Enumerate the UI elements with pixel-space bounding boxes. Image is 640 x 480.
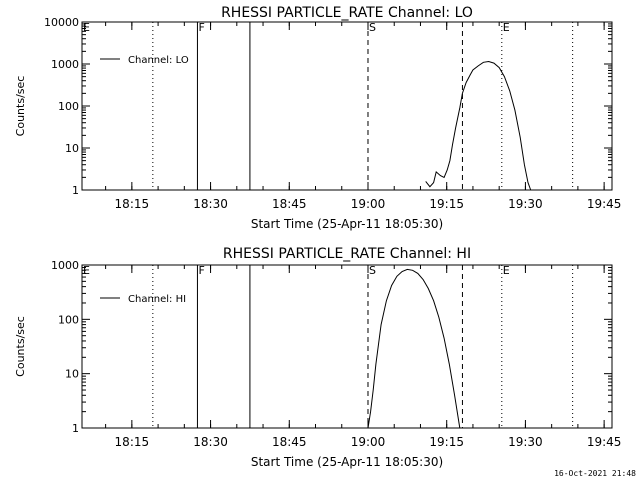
y-axis-label: Counts/sec [14, 76, 27, 137]
generation-timestamp: 16-Oct-2021 21:48 [554, 469, 636, 478]
legend-label: Channel: HI [128, 294, 186, 305]
series-line [425, 60, 532, 191]
marker-label: E [83, 264, 90, 277]
chart-title: RHESSI PARTICLE_RATE Channel: HI [223, 246, 471, 262]
x-tick-label: 19:30 [508, 197, 543, 211]
y-tick-label: 1000 [51, 259, 79, 272]
y-tick-label: 1 [72, 184, 79, 197]
x-tick-label: 18:15 [115, 435, 150, 449]
x-tick-label: 19:15 [429, 435, 464, 449]
x-tick-label: 18:45 [272, 435, 307, 449]
legend-label: Channel: LO [128, 55, 189, 66]
marker-label: E [83, 21, 90, 34]
marker-label: E [503, 264, 510, 277]
chart-panel-1: RHESSI PARTICLE_RATE Channel: HI Counts/s… [14, 246, 621, 469]
y-tick-label: 1 [72, 422, 79, 435]
plot-frame [81, 21, 613, 191]
series-line [367, 268, 461, 429]
plot-frame [81, 264, 613, 429]
x-tick-label: 19:15 [429, 197, 464, 211]
y-axis-label: Counts/sec [14, 316, 27, 377]
x-tick-label: 18:30 [193, 435, 228, 449]
y-tick-label: 10 [65, 368, 79, 381]
x-tick-label: 19:00 [351, 197, 386, 211]
x-tick-label: 19:45 [587, 197, 622, 211]
y-tick-label: 100 [58, 100, 79, 113]
x-axis-label: Start Time (25-Apr-11 18:05:30) [251, 455, 443, 469]
x-tick-label: 18:45 [272, 197, 307, 211]
x-tick-label: 19:00 [351, 435, 386, 449]
y-tick-label: 100 [58, 313, 79, 326]
marker-label: F [198, 264, 204, 277]
marker-label: E [503, 21, 510, 34]
y-tick-label: 10000 [44, 16, 79, 29]
x-axis-label: Start Time (25-Apr-11 18:05:30) [251, 217, 443, 231]
chart-title: RHESSI PARTICLE_RATE Channel: LO [221, 5, 473, 21]
x-tick-label: 19:30 [508, 435, 543, 449]
marker-label: S [369, 264, 376, 277]
y-tick-label: 1000 [51, 58, 79, 71]
chart-panel-0: RHESSI PARTICLE_RATE Channel: LO Counts/s… [14, 5, 621, 231]
y-tick-label: 10 [65, 142, 79, 155]
x-tick-label: 18:30 [193, 197, 228, 211]
x-tick-label: 18:15 [115, 197, 150, 211]
marker-label: F [198, 21, 204, 34]
marker-label: S [369, 21, 376, 34]
x-tick-label: 19:45 [587, 435, 622, 449]
